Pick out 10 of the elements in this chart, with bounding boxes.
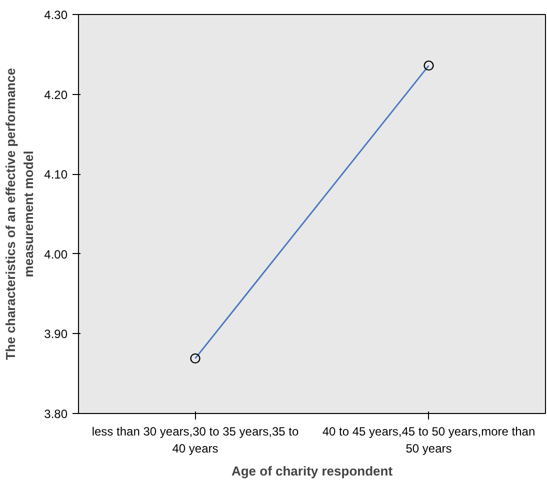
y-tick-label: 4.00	[44, 247, 68, 262]
y-tick-label: 3.90	[44, 327, 68, 342]
y-axis-title: The characteristics of an effective performance measurement model	[3, 68, 36, 360]
x-tick-label: 40 to 45 years,45 to 50 years,more than 50 years	[322, 424, 536, 456]
y-tick-label: 3.80	[44, 407, 68, 421]
y-tick-label: 4.20	[44, 88, 68, 102]
x-axis-title: Age of charity respondent	[231, 463, 394, 478]
y-tick-label: 4.30	[44, 8, 68, 22]
y-tick-label: 4.10	[44, 168, 68, 182]
x-tick-label: less than 30 years,30 to 35 years,35 to 40 years	[92, 424, 299, 456]
